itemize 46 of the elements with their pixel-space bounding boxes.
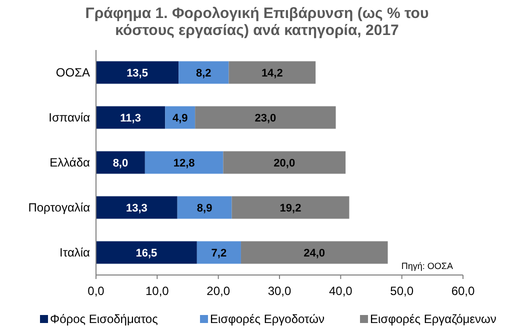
bar [195,106,336,129]
bar [232,196,350,219]
y-tick-label: Πορτογαλία [28,200,90,214]
legend-label: Εισφορές Εργαζόμενων [370,312,496,326]
bar [144,151,224,174]
x-tick-label: 40,0 [328,284,353,298]
data-label: 16,5 [136,248,158,260]
data-label: 8,0 [112,158,128,170]
bar [96,61,179,84]
annotation: Πηγή: ΟΟΣΑ [401,261,453,271]
bar [96,106,166,129]
x-tick-label: 60,0 [451,284,475,298]
x-tick-label: 10,0 [145,284,170,298]
bar [96,241,197,264]
bar [223,151,346,174]
data-label: 20,0 [274,158,296,170]
x-tick-label: 20,0 [206,284,230,298]
bar [196,241,241,264]
data-label: 7,2 [211,248,227,260]
bar [177,196,232,219]
data-label: 19,2 [280,202,302,214]
data-label: 8,9 [196,202,212,214]
y-tick-label: ΟΟΣΑ [56,66,90,80]
bar [178,61,229,84]
data-label: 8,2 [196,68,212,80]
legend-label: Φόρος Εισοδήματος [50,312,158,326]
data-label: 13,3 [126,202,148,214]
legend-label: Εισφορές Εργοδοτών [210,312,324,326]
y-tick-label: Ελλάδα [50,156,90,170]
bar [228,61,316,84]
x-tick-label: 30,0 [268,284,292,298]
x-tick-label: 0,0 [88,284,105,298]
y-tick-label: Ιταλία [60,246,90,260]
data-label: 13,5 [126,68,148,80]
bar [96,196,178,219]
bar [240,241,388,264]
x-tick-label: 50,0 [390,284,414,298]
data-label: 23,0 [254,112,276,124]
data-label: 11,3 [120,112,141,124]
y-tick-label: Ισπανία [48,110,90,124]
data-label: 4,9 [172,112,188,124]
bar [96,151,145,174]
data-label: 12,8 [173,158,195,170]
data-label: 14,2 [261,68,283,80]
chart-title: Γράφημα 1. Φορολογική Επιβάρυνση (ως % του κόστους εργασίας) ανά κατηγορία, 2017 [85,5,429,39]
data-label: 24,0 [304,248,326,260]
